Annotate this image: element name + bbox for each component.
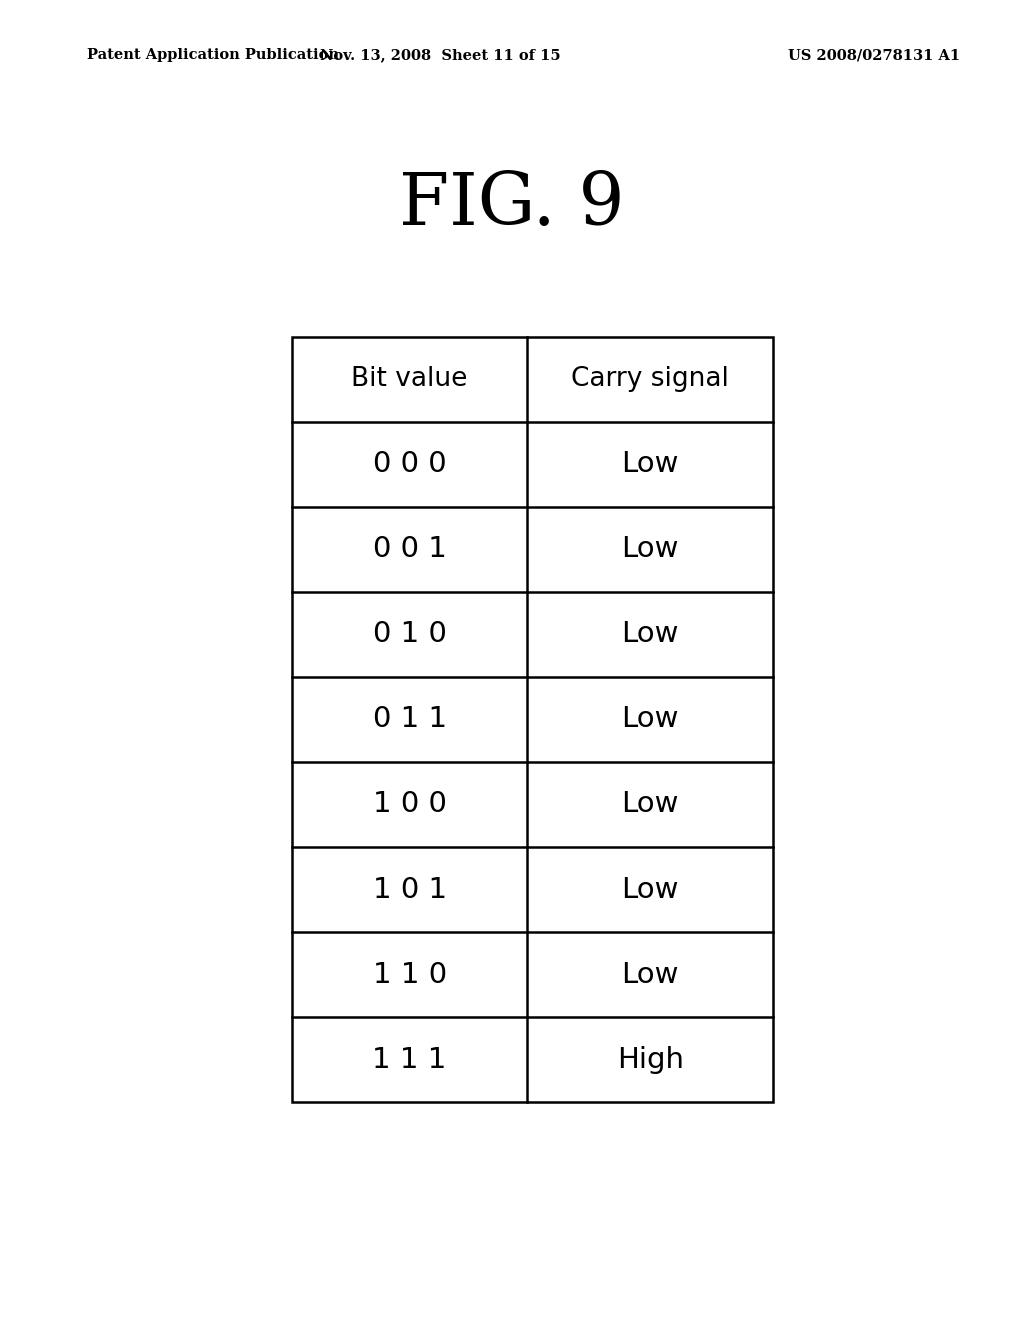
Text: Low: Low: [622, 791, 679, 818]
Text: Patent Application Publication: Patent Application Publication: [87, 49, 339, 62]
Text: Carry signal: Carry signal: [571, 366, 729, 392]
Text: Bit value: Bit value: [351, 366, 468, 392]
Text: Low: Low: [622, 620, 679, 648]
Text: 1 0 1: 1 0 1: [373, 875, 446, 903]
Text: 1 0 0: 1 0 0: [373, 791, 446, 818]
Text: 1 1 1: 1 1 1: [373, 1045, 446, 1073]
Text: Low: Low: [622, 536, 679, 564]
Text: 1 1 0: 1 1 0: [373, 961, 446, 989]
Text: Low: Low: [622, 705, 679, 734]
Text: FIG. 9: FIG. 9: [399, 169, 625, 240]
Text: 0 0 0: 0 0 0: [373, 450, 446, 478]
Text: High: High: [616, 1045, 684, 1073]
Text: Low: Low: [622, 875, 679, 903]
Bar: [292, 337, 773, 1102]
Text: 0 1 0: 0 1 0: [373, 620, 446, 648]
Text: Low: Low: [622, 450, 679, 478]
Text: Nov. 13, 2008  Sheet 11 of 15: Nov. 13, 2008 Sheet 11 of 15: [321, 49, 560, 62]
Text: 0 0 1: 0 0 1: [373, 536, 446, 564]
Text: US 2008/0278131 A1: US 2008/0278131 A1: [788, 49, 961, 62]
Text: 0 1 1: 0 1 1: [373, 705, 446, 734]
Text: Low: Low: [622, 961, 679, 989]
